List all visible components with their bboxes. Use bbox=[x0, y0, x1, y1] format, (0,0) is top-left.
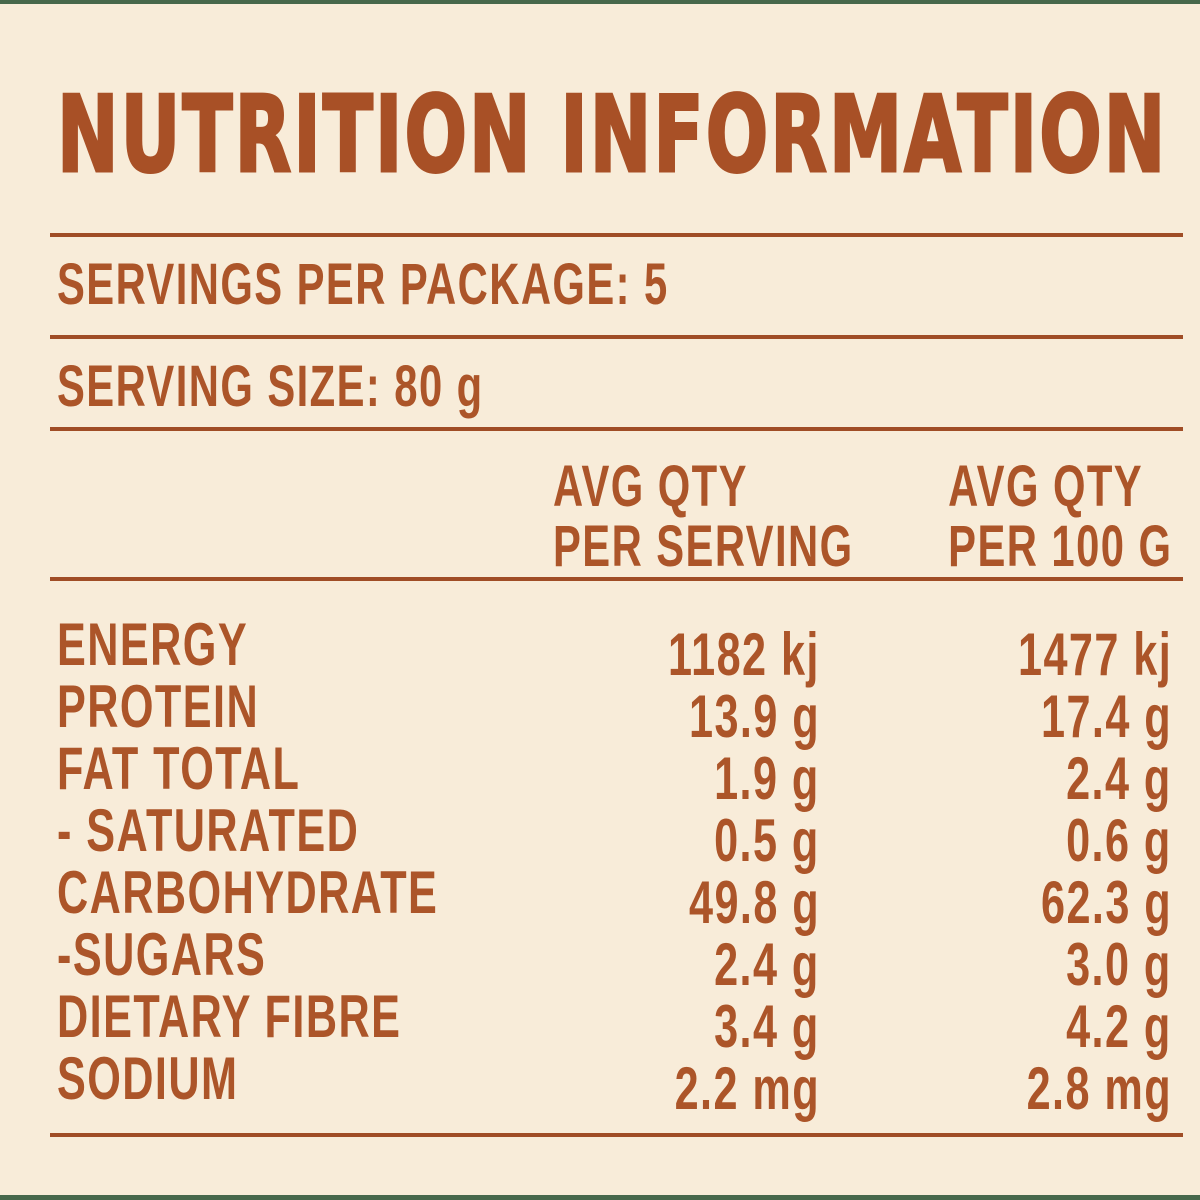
row-label-dietary-fibre: DIETARY FIBRE bbox=[57, 983, 402, 1050]
row-value-carbohydrate-per-100g: 62.3 g bbox=[1040, 869, 1172, 936]
panel-title: NUTRITION INFORMATION bbox=[56, 74, 1172, 196]
row-label-fat-total: FAT TOTAL bbox=[57, 735, 301, 802]
divider bbox=[50, 427, 1183, 431]
row-value-sodium-per-serving: 2.2 mg bbox=[674, 1055, 820, 1122]
row-value-sugars-per-100g: 3.0 g bbox=[1066, 931, 1172, 998]
row-value-sugars-per-serving: 2.4 g bbox=[714, 931, 820, 998]
row-value-saturated-per-100g: 0.6 g bbox=[1066, 807, 1172, 874]
nutrition-table: ENERGY 1182 kj 1477 kj PROTEIN 13.9 g 17… bbox=[57, 611, 1172, 1120]
row-label-sodium: SODIUM bbox=[57, 1045, 239, 1112]
row-label-protein: PROTEIN bbox=[57, 673, 260, 740]
row-value-protein-per-serving: 13.9 g bbox=[688, 683, 820, 750]
divider bbox=[50, 233, 1183, 237]
row-label-energy: ENERGY bbox=[57, 611, 249, 678]
row-value-sodium-per-100g: 2.8 mg bbox=[1026, 1055, 1172, 1122]
row-value-dietary-fibre-per-serving: 3.4 g bbox=[714, 993, 820, 1060]
row-value-energy-per-100g: 1477 kj bbox=[1017, 621, 1172, 688]
divider bbox=[50, 1133, 1183, 1137]
divider bbox=[50, 335, 1183, 339]
package-edge-bottom bbox=[0, 1195, 1200, 1200]
row-label-sugars: -SUGARS bbox=[57, 921, 267, 988]
package-edge-top bbox=[0, 0, 1200, 4]
serving-size-line: SERVING SIZE: 80 g bbox=[57, 354, 484, 419]
row-value-protein-per-100g: 17.4 g bbox=[1040, 683, 1172, 750]
header-per-serving: AVG QTY PER SERVING bbox=[553, 454, 854, 579]
divider bbox=[50, 577, 1183, 581]
row-value-fat-total-per-serving: 1.9 g bbox=[714, 745, 820, 812]
table-header-row: AVG QTY PER SERVING AVG QTY PER 100 G bbox=[57, 457, 1172, 577]
panel-title-text: NUTRITION INFORMATION bbox=[56, 74, 1168, 196]
row-label-carbohydrate: CARBOHYDRATE bbox=[57, 859, 439, 926]
row-value-carbohydrate-per-serving: 49.8 g bbox=[688, 869, 820, 936]
row-value-fat-total-per-100g: 2.4 g bbox=[1066, 745, 1172, 812]
header-per-100g: AVG QTY PER 100 G bbox=[947, 454, 1172, 579]
row-value-dietary-fibre-per-100g: 4.2 g bbox=[1066, 993, 1172, 1060]
row-value-saturated-per-serving: 0.5 g bbox=[714, 807, 820, 874]
row-label-saturated: - SATURATED bbox=[57, 797, 360, 864]
servings-per-package-line: SERVINGS PER PACKAGE: 5 bbox=[57, 252, 669, 317]
row-value-energy-per-serving: 1182 kj bbox=[668, 621, 820, 688]
